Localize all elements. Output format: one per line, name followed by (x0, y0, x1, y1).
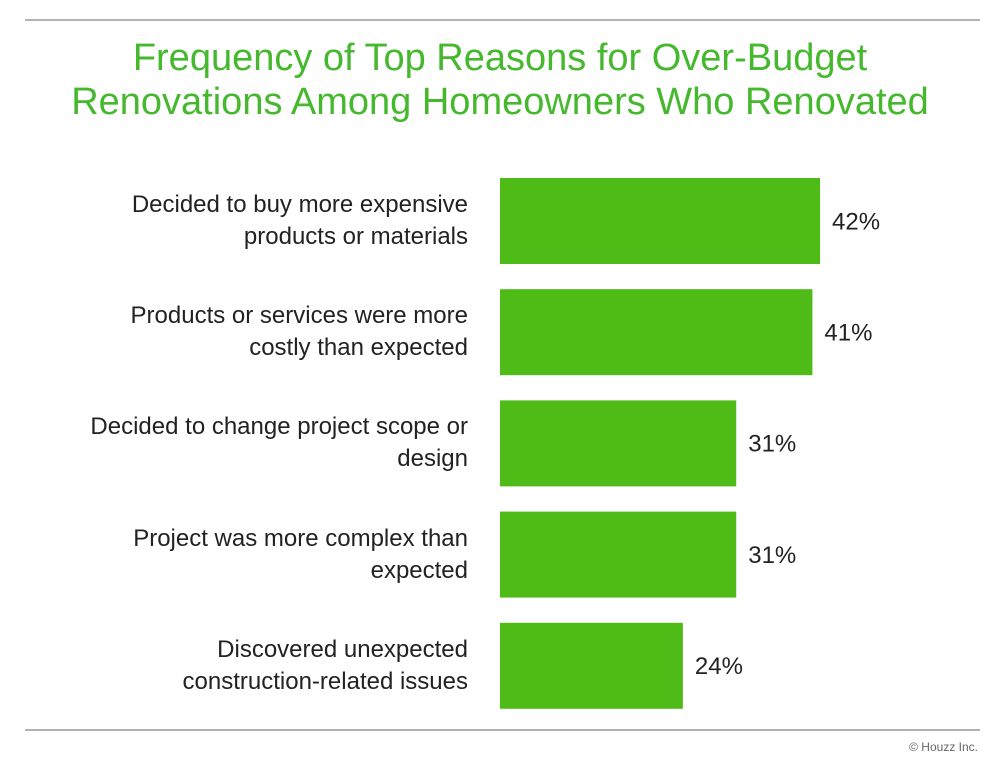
value-label: 31% (748, 542, 796, 569)
value-label: 42% (832, 208, 880, 235)
category-label: Project was more complex than expected (133, 524, 468, 584)
category-label: Products or services were more costly th… (130, 302, 468, 362)
category-label: Decided to buy more expensive products o… (131, 191, 468, 250)
bar (500, 289, 813, 376)
value-label: 31% (748, 431, 796, 458)
bar (500, 511, 737, 598)
bar (500, 178, 821, 264)
category-label: Discovered unexpected construction-relat… (182, 635, 468, 695)
chart-title: Frequency of Top Reasons for Over-Budget… (71, 37, 929, 123)
category-label: Decided to change project scope or desig… (90, 413, 468, 473)
value-label: 41% (824, 320, 872, 347)
value-label: 24% (695, 653, 743, 680)
footer: © Houzz Inc. (909, 740, 978, 754)
bar (500, 400, 737, 487)
bar (500, 622, 683, 709)
